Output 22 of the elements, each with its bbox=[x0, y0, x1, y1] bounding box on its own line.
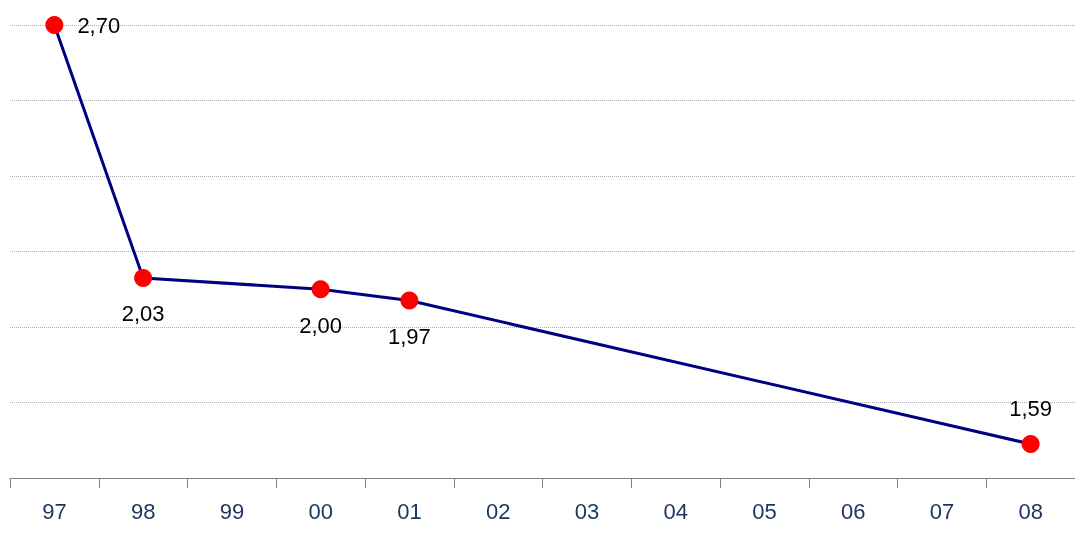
point bbox=[45, 16, 64, 34]
x-tick-label: 02 bbox=[485, 498, 511, 524]
x-tick-label: 05 bbox=[752, 498, 777, 524]
data-label: 2,70 bbox=[77, 12, 121, 38]
x-tick-label: 08 bbox=[1018, 498, 1043, 524]
x-tick-label: 04 bbox=[663, 498, 688, 524]
point bbox=[311, 280, 330, 299]
x-tick-label: 98 bbox=[130, 498, 156, 524]
point bbox=[400, 291, 419, 310]
data-label: 2,00 bbox=[299, 312, 343, 338]
x-tick-label: 07 bbox=[929, 498, 955, 524]
x-tick-label: 06 bbox=[840, 498, 866, 524]
x-tick-label: 00 bbox=[308, 498, 333, 524]
data-label: 2,03 bbox=[121, 301, 165, 327]
point bbox=[134, 268, 153, 287]
data-label: 1,97 bbox=[387, 324, 431, 350]
data-label: 1,59 bbox=[1009, 395, 1053, 421]
point bbox=[1021, 435, 1040, 454]
x-tick-label: 01 bbox=[397, 498, 422, 524]
x-tick-label: 99 bbox=[219, 498, 245, 524]
x-tick-label: 03 bbox=[574, 498, 600, 524]
x-tick-label: 97 bbox=[42, 498, 67, 524]
